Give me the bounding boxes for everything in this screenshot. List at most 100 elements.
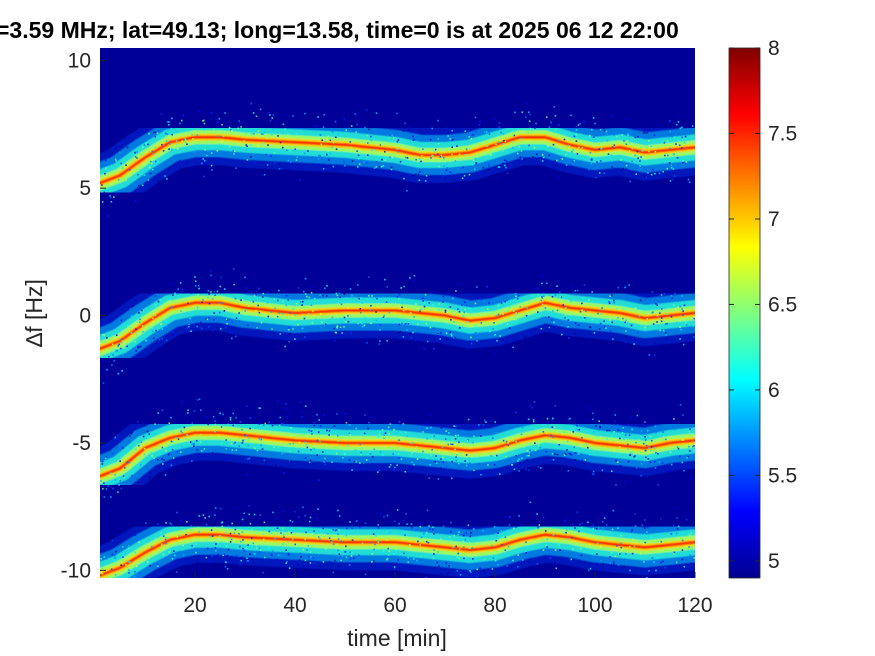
trace-4-speckle [335,529,338,531]
trace-2-speckle [274,307,276,310]
trace-2-speckle [258,287,260,290]
trace-2-speckle [210,270,212,272]
trace-4-speckle [161,543,163,546]
trace-4-speckle [234,528,237,531]
trace-2-speckle [400,287,402,289]
trace-1-speckle [533,146,536,149]
trace-3-speckle [378,469,381,472]
trace-4-speckle [216,538,218,540]
trace-4-speckle [423,532,425,535]
trace-3-speckle [304,441,306,443]
trace-2-speckle [363,324,366,327]
trace-1-speckle [569,163,572,166]
trace-3-speckle [328,434,330,436]
trace-2-speckle [323,275,326,277]
trace-1-speckle [528,139,531,142]
trace-1-speckle [107,215,109,217]
trace-1-speckle [588,168,590,171]
trace-3-speckle [450,480,453,482]
trace-2-speckle [685,321,687,324]
trace-2-speckle [347,315,349,317]
trace-2-speckle [431,292,433,294]
trace-2-speckle [600,313,602,315]
trace-2-speckle [553,321,555,324]
trace-3-speckle [367,427,369,430]
trace-2-speckle [670,295,672,297]
trace-2-speckle [617,316,619,319]
trace-1-speckle [425,175,428,177]
trace-2-speckle [206,318,209,321]
trace-1-speckle [121,167,124,169]
trace-1-speckle [152,168,154,171]
trace-3-speckle [313,447,315,450]
trace-1-speckle [688,181,691,184]
trace-3-speckle [345,422,348,424]
trace-1-speckle [375,150,378,152]
trace-3-speckle [610,436,613,438]
trace-1-speckle [348,122,351,124]
trace-2-speckle [556,309,559,312]
trace-2-speckle [300,301,302,303]
trace-2-speckle [161,337,163,340]
trace-1-speckle [147,143,149,146]
trace-3-speckle [299,400,302,403]
trace-3-speckle [532,419,535,421]
trace-1-speckle [504,164,506,167]
trace-3-speckle [124,467,126,469]
trace-2-speckle [601,308,603,311]
trace-1-speckle [344,165,346,167]
trace-4-speckle [259,514,262,516]
trace-2-speckle [653,319,656,322]
trace-2-speckle [467,307,470,309]
trace-3-speckle [416,455,418,457]
trace-4-speckle [240,504,243,507]
trace-3-speckle [465,454,468,456]
trace-4-speckle [469,570,471,572]
trace-4-speckle [372,533,375,535]
trace-2-speckle [412,331,414,334]
trace-3-speckle [238,445,241,447]
trace-2-speckle [407,323,410,325]
trace-1-speckle [462,166,464,169]
trace-1-speckle [304,112,306,115]
trace-3-speckle [382,454,384,456]
trace-4-speckle [410,577,413,578]
trace-1-speckle [171,117,173,120]
trace-2-speckle [469,307,472,310]
trace-3-speckle [568,418,570,421]
trace-2-speckle [190,292,193,294]
trace-4-speckle [432,535,435,538]
trace-1-speckle [639,160,641,162]
trace-3-speckle [301,447,304,450]
trace-3-speckle [480,472,482,474]
trace-4-speckle [282,533,285,536]
trace-2-speckle [580,282,582,285]
trace-1-speckle [201,116,204,118]
trace-4-speckle [513,527,515,530]
trace-4-speckle [148,557,150,560]
trace-1-speckle [203,122,206,125]
trace-4-speckle [386,514,389,517]
trace-4-speckle [187,515,190,517]
trace-2-speckle [178,287,181,289]
trace-3-speckle [402,440,404,442]
trace-4-speckle [438,580,440,582]
trace-4-speckle [611,528,614,531]
trace-1-speckle [493,118,496,121]
trace-4-speckle [619,553,621,555]
trace-2-speckle [197,294,199,296]
trace-4-speckle [497,532,499,534]
trace-1-speckle [554,115,557,117]
trace-2-speckle [437,336,440,338]
trace-4-speckle [606,576,609,578]
trace-3-speckle [464,460,466,462]
trace-3-speckle [540,467,542,469]
trace-4-speckle [209,535,211,538]
trace-2-speckle [212,332,215,334]
trace-2-speckle [117,372,120,375]
trace-2-speckle [384,277,387,279]
trace-3-speckle [529,449,531,452]
trace-2-speckle [474,325,477,327]
trace-3-speckle [658,461,661,463]
trace-2-speckle [121,370,123,372]
